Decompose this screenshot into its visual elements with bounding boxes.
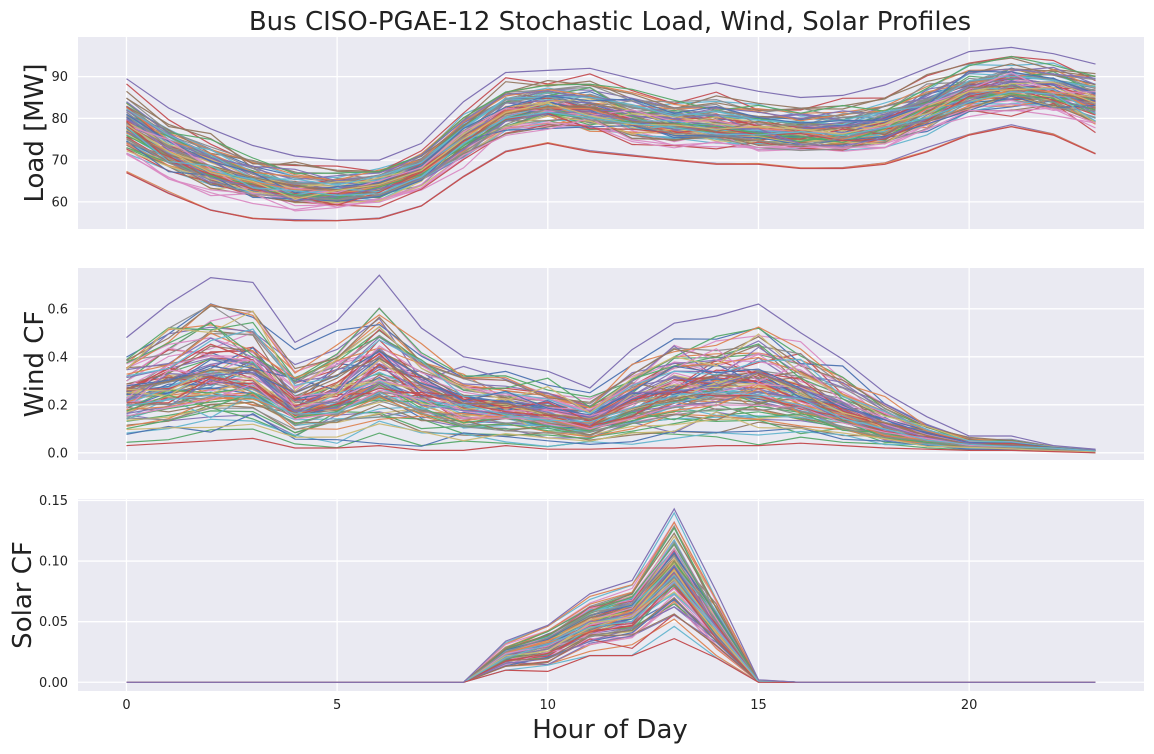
wind-ytick-label: 0.6 bbox=[47, 302, 68, 317]
load-scenario-line bbox=[126, 86, 1096, 200]
load-ytick-label: 90 bbox=[51, 70, 68, 85]
load-scenario-line bbox=[126, 66, 1096, 181]
load-scenario-line bbox=[126, 68, 1096, 182]
solar-series-lines bbox=[126, 507, 1096, 683]
load-scenario-line bbox=[126, 93, 1096, 201]
wind-yticks: 0.0 0.2 0.4 0.6 bbox=[47, 302, 68, 461]
load-extreme-line bbox=[126, 46, 1096, 161]
load-ytick-label: 60 bbox=[51, 195, 68, 210]
wind-scenario-line bbox=[126, 328, 1096, 451]
load-scenario-line bbox=[126, 68, 1096, 172]
chart-title: Bus CISO-PGAE-12 Stochastic Load, Wind, … bbox=[249, 7, 971, 37]
panel-wind: 0.0 0.2 0.4 0.6 Wind CF bbox=[20, 268, 1144, 461]
x-tick-label: 0 bbox=[122, 698, 130, 713]
wind-ytick-label: 0.0 bbox=[47, 446, 68, 461]
x-tick-label: 15 bbox=[750, 698, 767, 713]
wind-ytick-label: 0.2 bbox=[47, 398, 68, 413]
wind-scenario-line bbox=[126, 310, 1096, 451]
solar-ytick-label: 0.10 bbox=[39, 555, 68, 570]
wind-scenario-line bbox=[126, 357, 1096, 452]
x-tick-labels: 0 5 10 15 20 bbox=[122, 698, 977, 713]
wind-scenario-line bbox=[126, 411, 1096, 453]
load-scenario-line bbox=[126, 85, 1096, 191]
wind-extreme-line bbox=[126, 437, 1096, 454]
wind-ytick-label: 0.4 bbox=[47, 350, 68, 365]
load-extreme-line bbox=[126, 126, 1096, 222]
load-series-lines bbox=[126, 46, 1096, 222]
panel-solar: 0.00 0.05 0.10 0.15 Solar CF bbox=[8, 494, 1144, 691]
load-ytick-label: 80 bbox=[51, 112, 68, 127]
wind-scenario-line bbox=[126, 332, 1096, 451]
solar-ytick-label: 0.05 bbox=[39, 615, 68, 630]
wind-series-lines bbox=[126, 274, 1096, 454]
load-scenario-line bbox=[126, 86, 1096, 196]
wind-scenario-line bbox=[126, 394, 1096, 452]
load-scenario-line bbox=[126, 124, 1096, 222]
wind-scenario-line bbox=[126, 345, 1096, 451]
wind-scenario-line bbox=[126, 377, 1096, 452]
load-scenario-line bbox=[126, 55, 1096, 175]
wind-scenario-line bbox=[126, 383, 1096, 452]
x-tick-label: 20 bbox=[961, 698, 978, 713]
wind-scenario-line bbox=[126, 405, 1096, 453]
load-scenario-line bbox=[126, 94, 1096, 204]
solar-ytick-label: 0.15 bbox=[39, 494, 68, 509]
solar-ytick-label: 0.00 bbox=[39, 676, 68, 691]
wind-scenario-line bbox=[126, 303, 1096, 450]
x-tick-label: 5 bbox=[333, 698, 341, 713]
load-grid bbox=[78, 37, 1144, 229]
load-scenario-line bbox=[126, 71, 1096, 185]
load-ylabel: Load [MW] bbox=[20, 63, 50, 202]
wind-scenario-line bbox=[126, 391, 1096, 452]
wind-scenario-line bbox=[126, 350, 1096, 451]
wind-ylabel: Wind CF bbox=[20, 311, 50, 418]
load-yticks: 60 70 80 90 bbox=[51, 70, 68, 210]
load-scenario-line bbox=[126, 107, 1096, 212]
load-scenario-line bbox=[126, 55, 1096, 173]
x-tick-label: 10 bbox=[540, 698, 557, 713]
solar-extreme-line bbox=[126, 507, 1096, 683]
load-scenario-line bbox=[126, 91, 1096, 197]
load-ytick-label: 70 bbox=[51, 154, 68, 169]
load-scenario-line bbox=[126, 77, 1096, 189]
wind-scenario-line bbox=[126, 365, 1096, 451]
solar-plot-area bbox=[78, 499, 1144, 691]
solar-yticks: 0.00 0.05 0.10 0.15 bbox=[39, 494, 68, 691]
x-axis-label: Hour of Day bbox=[532, 715, 688, 745]
wind-extreme-line bbox=[126, 274, 1096, 450]
solar-ylabel: Solar CF bbox=[8, 541, 38, 649]
panel-load: 60 70 80 90 Load [MW] bbox=[20, 37, 1144, 229]
